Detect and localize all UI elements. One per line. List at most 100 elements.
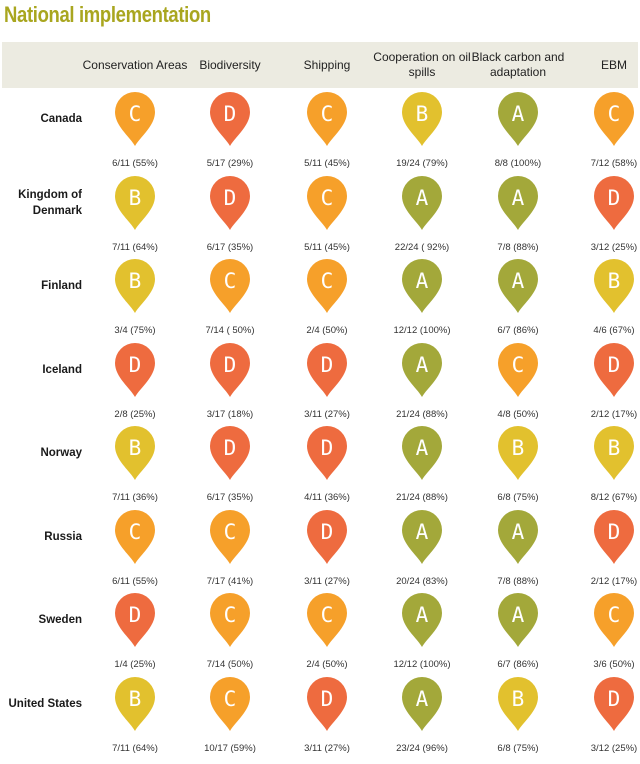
score-text: 3/11 (27%) <box>304 575 350 587</box>
grade-letter: A <box>416 687 429 711</box>
pin-shape <box>498 676 538 731</box>
grade-pin-icon: A <box>496 509 540 565</box>
grade-letter: B <box>512 687 525 711</box>
grade-letter: C <box>224 687 237 711</box>
grade-letter: C <box>321 603 334 627</box>
score-text: 22/24 ( 92%) <box>394 241 450 253</box>
score-text: 5/11 (45%) <box>304 241 350 253</box>
column-header: Shipping <box>272 42 382 88</box>
pin-shape <box>210 509 250 564</box>
grade-letter: D <box>321 687 334 711</box>
score-text: 19/24 (79%) <box>396 158 448 169</box>
grade-marker: C <box>210 593 250 647</box>
pin-shape <box>307 92 347 146</box>
pin-shape <box>594 676 634 731</box>
score-text: 12/12 (100%) <box>393 659 451 670</box>
pin-shape <box>498 342 538 397</box>
grade-pin-icon: A <box>400 342 444 398</box>
pin-shape <box>594 593 634 647</box>
grade-letter: B <box>129 436 142 460</box>
grade-letter: B <box>129 186 142 210</box>
score-text: 4/8 (50%) <box>497 408 539 420</box>
pin-shape <box>402 676 442 731</box>
country-label: Norway <box>4 425 82 481</box>
column-header-label: Biodiversity <box>199 57 261 72</box>
grade-pin-icon: B <box>400 91 444 147</box>
grade-pin-icon: D <box>113 342 157 398</box>
score-text: 7/14 (50%) <box>206 659 254 670</box>
grade-marker: B <box>402 92 442 146</box>
grade-letter: D <box>224 436 237 460</box>
grade-marker: B <box>498 676 538 731</box>
grade-pin-icon: A <box>496 91 540 147</box>
grade-letter: C <box>224 269 237 293</box>
column-header: Cooperation on oil spills <box>367 42 477 88</box>
grade-letter: A <box>512 603 525 627</box>
country-label: Iceland <box>4 342 82 398</box>
grade-pin-icon: D <box>305 342 349 398</box>
column-header-label: Shipping <box>303 57 351 72</box>
score-text: 7/11 (64%) <box>112 742 158 754</box>
score-text: 3/17 (18%) <box>206 408 254 420</box>
pin-shape <box>594 509 634 564</box>
grade-pin-icon: D <box>592 676 636 732</box>
grade-marker: B <box>115 175 155 230</box>
grade-letter: C <box>224 603 237 627</box>
grade-pin-icon: B <box>113 175 157 231</box>
grade-pin-icon: B <box>113 258 157 314</box>
grade-letter: D <box>321 436 334 460</box>
grade-letter: D <box>224 102 237 126</box>
grade-marker: B <box>594 426 634 480</box>
grade-pin-icon: C <box>592 91 636 147</box>
page-title: National implementation <box>4 2 211 27</box>
grade-marker: A <box>402 426 442 480</box>
score-text: 12/12 (100%) <box>393 325 451 336</box>
grade-letter: A <box>416 436 429 460</box>
grade-letter: A <box>512 269 525 293</box>
grade-letter: A <box>512 520 525 544</box>
grade-letter: B <box>608 436 621 460</box>
score-text: 6/7 (86%) <box>497 659 539 670</box>
grade-letter: D <box>608 186 621 210</box>
pin-shape <box>210 259 250 313</box>
grade-marker: D <box>210 426 250 480</box>
column-header: Biodiversity <box>175 42 285 88</box>
pin-shape <box>498 175 538 230</box>
grade-letter: D <box>321 520 334 544</box>
pin-shape <box>115 259 155 313</box>
grade-pin-icon: D <box>113 592 157 648</box>
grade-letter: C <box>129 102 142 126</box>
grade-pin-icon: C <box>113 91 157 147</box>
column-header-label: Conservation Areas <box>82 57 188 72</box>
score-text: 1/4 (25%) <box>114 659 156 670</box>
grade-pin-icon: C <box>305 592 349 648</box>
grade-pin-icon: D <box>592 342 636 398</box>
grade-letter: B <box>416 102 429 126</box>
grade-marker: D <box>210 175 250 230</box>
pin-shape <box>307 593 347 647</box>
score-text: 7/8 (88%) <box>497 575 539 587</box>
pin-shape <box>115 92 155 146</box>
pin-shape <box>115 593 155 647</box>
grade-letter: B <box>608 269 621 293</box>
grade-letter: D <box>321 353 334 377</box>
pin-shape <box>115 426 155 480</box>
country-name: Sweden <box>38 614 82 626</box>
grade-pin-icon: B <box>113 425 157 481</box>
pin-shape <box>115 342 155 397</box>
pin-shape <box>115 676 155 731</box>
grade-pin-icon: D <box>592 509 636 565</box>
grade-marker: A <box>498 259 538 313</box>
grade-pin-icon: C <box>305 91 349 147</box>
grade-marker: B <box>115 676 155 731</box>
grade-pin-icon: C <box>305 258 349 314</box>
grade-letter: A <box>512 102 525 126</box>
score-text: 7/12 (58%) <box>590 158 638 169</box>
pin-shape <box>402 426 442 480</box>
score-text: 8/8 (100%) <box>494 158 542 169</box>
grade-letter: C <box>512 353 525 377</box>
country-label: Sweden <box>4 592 82 648</box>
score-text: 7/14 ( 50%) <box>205 325 255 336</box>
score-text: 2/4 (50%) <box>306 325 348 336</box>
score-text: 3/12 (25%) <box>590 241 638 253</box>
